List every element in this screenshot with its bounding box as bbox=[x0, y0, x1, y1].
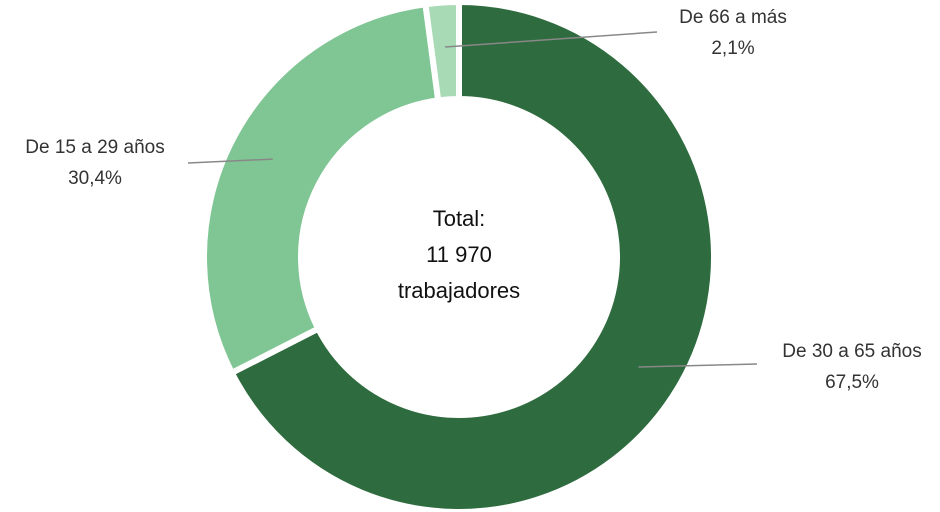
center-text: trabajadores bbox=[398, 278, 520, 303]
slice-label: De 15 a 29 años bbox=[25, 137, 164, 158]
value-label: 2,1% bbox=[711, 38, 754, 59]
leader-line bbox=[187, 158, 273, 164]
slice-label: De 66 a más bbox=[679, 7, 787, 28]
slice bbox=[201, 0, 442, 377]
slice bbox=[422, 0, 462, 104]
leader-line bbox=[445, 31, 658, 48]
value-label: 67,5% bbox=[825, 372, 879, 393]
slice bbox=[227, 0, 717, 512]
value-label: 30,4% bbox=[68, 168, 122, 189]
slice-label: De 30 a 65 años bbox=[782, 341, 921, 362]
center-text: Total: bbox=[433, 206, 486, 231]
center-text: 11 970 bbox=[426, 242, 492, 267]
leader-line bbox=[638, 363, 758, 368]
